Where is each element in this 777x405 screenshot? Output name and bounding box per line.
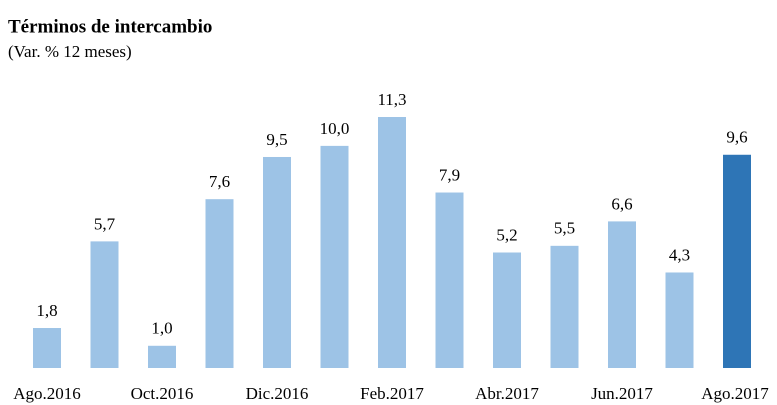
bar [33,328,61,368]
bar [550,245,579,368]
bar [493,252,521,368]
data-label: 5,2 [496,225,517,244]
bar [608,221,636,368]
bar [205,199,234,368]
data-label: 5,7 [94,214,116,233]
bar [723,154,751,368]
bar [263,156,291,368]
chart-title: Términos de intercambio [8,16,212,37]
bar [148,345,176,368]
x-tick-label: Oct.2016 [131,384,194,403]
data-label: 10,0 [320,119,350,138]
data-label: 6,6 [611,194,632,213]
data-label: 1,0 [151,319,172,338]
chart-subtitle: (Var. % 12 meses) [8,42,132,61]
data-label: 4,3 [669,245,690,264]
x-tick-label: Abr.2017 [475,384,539,403]
x-tick-label: Dic.2016 [246,384,309,403]
bar [665,272,694,368]
x-tick-label: Feb.2017 [360,384,424,403]
data-label: 11,3 [377,90,406,109]
x-tick-label: Ago.2016 [13,384,81,403]
data-label: 7,9 [439,165,460,184]
x-tick-label: Ago.2017 [701,384,769,403]
bar [378,117,406,368]
bar [90,241,119,368]
x-tick-label: Jun.2017 [591,384,653,403]
bar [435,192,464,368]
data-label: 5,5 [554,219,575,238]
bar [320,145,349,368]
data-label: 9,5 [266,130,287,149]
data-label: 7,6 [209,172,230,191]
data-label: 9,6 [726,128,747,147]
data-label: 1,8 [36,301,57,320]
